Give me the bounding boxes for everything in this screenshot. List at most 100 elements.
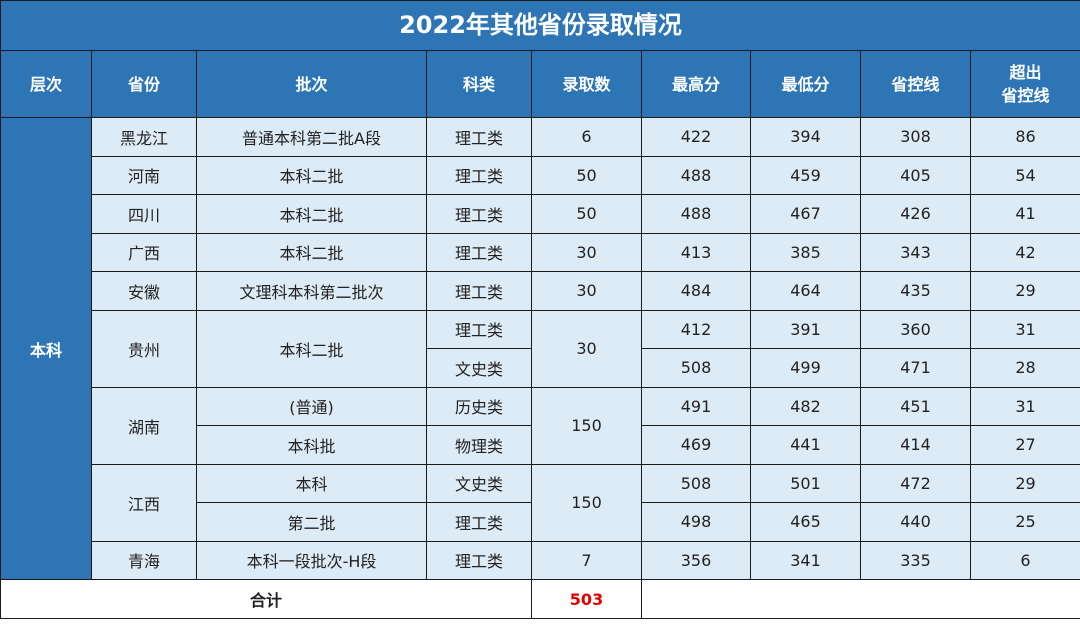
total-value: 503 bbox=[531, 579, 642, 619]
admitted-cell: 150 bbox=[531, 386, 642, 465]
batch-cell: 第二批 bbox=[196, 502, 427, 542]
admitted-cell: 50 bbox=[531, 194, 642, 234]
over-cell: 6 bbox=[969, 540, 1080, 580]
column-header: 省控线 bbox=[860, 50, 971, 118]
total-row: 合计 503 bbox=[0, 579, 1080, 619]
category-cell: 文史类 bbox=[426, 463, 532, 503]
min-cell: 385 bbox=[750, 232, 861, 272]
batch-cell: 本科 bbox=[196, 463, 427, 503]
batch-cell: 本科二批 bbox=[196, 232, 427, 272]
line-cell: 308 bbox=[860, 117, 971, 157]
admitted-cell: 30 bbox=[531, 271, 642, 311]
column-header: 超出 省控线 bbox=[969, 50, 1080, 118]
min-cell: 499 bbox=[750, 348, 861, 388]
line-cell: 360 bbox=[860, 309, 971, 349]
level-cell: 本科 bbox=[0, 117, 92, 580]
province-cell: 江西 bbox=[91, 463, 197, 542]
table-row: 湖南 (普通) 历史类 150 491 482 451 31 bbox=[1, 386, 1080, 465]
column-header: 省份 bbox=[91, 50, 197, 118]
category-cell: 理工类 bbox=[426, 232, 532, 272]
over-cell: 31 bbox=[969, 309, 1080, 349]
column-header: 批次 bbox=[196, 50, 427, 118]
province-cell: 青海 bbox=[91, 540, 197, 580]
category-cell: 理工类 bbox=[426, 155, 532, 195]
province-cell: 四川 bbox=[91, 194, 197, 234]
min-cell: 482 bbox=[750, 386, 861, 426]
province-cell: 湖南 bbox=[91, 386, 197, 465]
column-header: 最低分 bbox=[750, 50, 861, 118]
category-cell: 历史类 bbox=[426, 386, 532, 426]
admitted-cell: 6 bbox=[531, 117, 642, 157]
table-body: 本科 黑龙江 普通本科第二批A段 理工类 6 422 394 308 86 河南 本科二批 理工类 50… bbox=[0, 117, 1080, 580]
category-cell: 理工类 bbox=[426, 309, 532, 349]
column-header: 层次 bbox=[0, 50, 92, 118]
column-header: 录取数 bbox=[531, 50, 642, 118]
province-cell: 黑龙江 bbox=[91, 117, 197, 157]
table-row: 第二批 理工类 498 465 440 25 bbox=[1, 502, 1080, 542]
line-cell: 440 bbox=[860, 502, 971, 542]
min-cell: 341 bbox=[750, 540, 861, 580]
over-cell: 41 bbox=[969, 194, 1080, 234]
over-cell: 54 bbox=[969, 155, 1080, 195]
admitted-cell: 30 bbox=[531, 232, 642, 272]
max-cell: 498 bbox=[641, 502, 751, 542]
max-cell: 469 bbox=[641, 425, 751, 465]
batch-cell: 普通本科第二批A段 bbox=[196, 117, 427, 157]
batch-cell: 文理科本科第二批次 bbox=[196, 271, 427, 311]
table-row: 青海 本科一段批次-H段 理工类 7 356 341 335 6 bbox=[1, 540, 1080, 580]
batch-cell: (普通) bbox=[196, 386, 427, 426]
min-cell: 465 bbox=[750, 502, 861, 542]
max-cell: 491 bbox=[641, 386, 751, 426]
min-cell: 501 bbox=[750, 463, 861, 503]
category-cell: 理工类 bbox=[426, 540, 532, 580]
table-row: 文史类 508 499 471 28 bbox=[1, 348, 1080, 388]
line-cell: 451 bbox=[860, 386, 971, 426]
table-row: 安徽 文理科本科第二批次 理工类 30 484 464 435 29 bbox=[1, 271, 1080, 311]
province-cell: 贵州 bbox=[91, 309, 197, 388]
over-cell: 27 bbox=[969, 425, 1080, 465]
line-cell: 426 bbox=[860, 194, 971, 234]
admitted-cell: 150 bbox=[531, 463, 642, 542]
table-row: 本科批 物理类 469 441 414 27 bbox=[1, 425, 1080, 465]
min-cell: 467 bbox=[750, 194, 861, 234]
column-header: 科类 bbox=[426, 50, 532, 118]
table-row: 贵州 本科二批 理工类 30 412 391 360 31 bbox=[1, 309, 1080, 388]
admitted-cell: 7 bbox=[531, 540, 642, 580]
category-cell: 理工类 bbox=[426, 502, 532, 542]
table-row: 本科 黑龙江 普通本科第二批A段 理工类 6 422 394 308 86 bbox=[0, 117, 1080, 580]
min-cell: 391 bbox=[750, 309, 861, 349]
category-cell: 理工类 bbox=[426, 194, 532, 234]
over-cell: 31 bbox=[969, 386, 1080, 426]
line-cell: 471 bbox=[860, 348, 971, 388]
line-cell: 335 bbox=[860, 540, 971, 580]
max-cell: 488 bbox=[641, 194, 751, 234]
admitted-cell: 30 bbox=[531, 309, 642, 388]
province-cell: 河南 bbox=[91, 155, 197, 195]
batch-cell: 本科二批 bbox=[196, 309, 427, 388]
table-row: 河南 本科二批 理工类 50 488 459 405 54 bbox=[1, 155, 1080, 195]
column-header: 最高分 bbox=[641, 50, 751, 118]
batch-cell: 本科二批 bbox=[196, 155, 427, 195]
total-label: 合计 bbox=[0, 579, 532, 619]
over-cell: 29 bbox=[969, 271, 1080, 311]
over-cell: 86 bbox=[969, 117, 1080, 157]
min-cell: 464 bbox=[750, 271, 861, 311]
total-empty bbox=[640, 579, 1080, 619]
table-row: 四川 本科二批 理工类 50 488 467 426 41 bbox=[1, 194, 1080, 234]
category-cell: 理工类 bbox=[426, 117, 532, 157]
header-row: 层次 省份 批次 科类 录取数 最高分 最低分 省控线 超出 省控线 bbox=[0, 50, 1080, 118]
max-cell: 484 bbox=[641, 271, 751, 311]
batch-cell: 本科一段批次-H段 bbox=[196, 540, 427, 580]
over-cell: 25 bbox=[969, 502, 1080, 542]
max-cell: 422 bbox=[641, 117, 751, 157]
max-cell: 412 bbox=[641, 309, 751, 349]
over-cell: 42 bbox=[969, 232, 1080, 272]
max-cell: 508 bbox=[641, 463, 751, 503]
over-cell: 29 bbox=[969, 463, 1080, 503]
category-cell: 文史类 bbox=[426, 348, 532, 388]
batch-cell: 本科二批 bbox=[196, 194, 427, 234]
category-cell: 物理类 bbox=[426, 425, 532, 465]
line-cell: 472 bbox=[860, 463, 971, 503]
max-cell: 508 bbox=[641, 348, 751, 388]
line-cell: 435 bbox=[860, 271, 971, 311]
